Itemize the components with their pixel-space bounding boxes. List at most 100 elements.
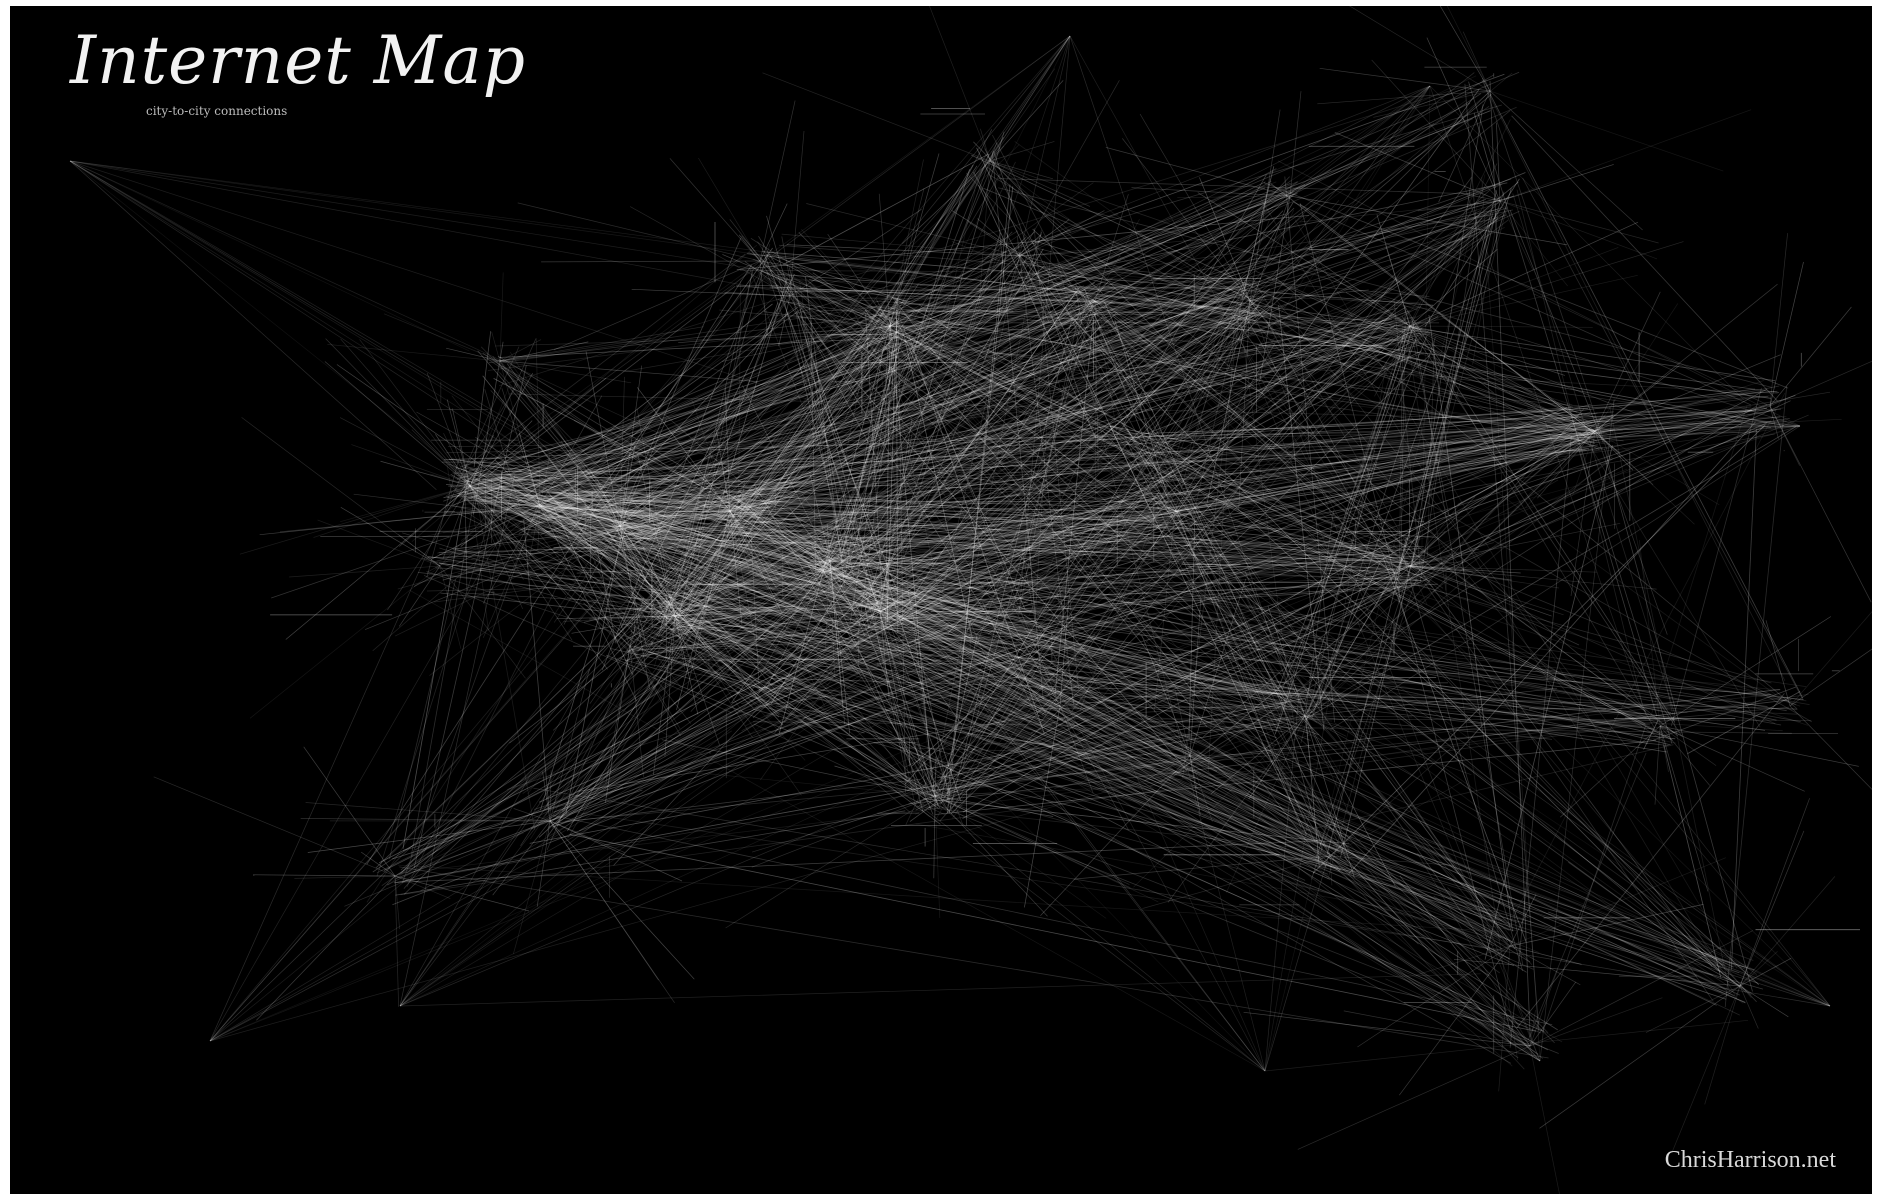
connection-line xyxy=(1594,430,1654,486)
connection-line xyxy=(448,458,1393,548)
connection-line xyxy=(655,180,1292,653)
connection-line xyxy=(569,302,1244,528)
connection-line xyxy=(394,875,530,912)
connection-line xyxy=(469,420,533,487)
connection-line xyxy=(674,585,730,617)
connection-line xyxy=(1147,515,1500,937)
connection-line xyxy=(666,520,732,607)
connection-line xyxy=(1334,722,1729,987)
connection-line xyxy=(686,282,1241,618)
connection-line xyxy=(770,248,1044,705)
connection-line xyxy=(563,525,621,625)
connection-line xyxy=(1268,874,1511,947)
connection-line xyxy=(1075,715,1502,938)
connection-line xyxy=(1318,191,1505,706)
connection-line xyxy=(376,480,1164,874)
connection-line xyxy=(884,347,1758,975)
connection-line xyxy=(752,598,882,719)
connection-line xyxy=(877,290,1078,315)
connection-line xyxy=(1409,325,1566,376)
connection-line xyxy=(632,507,742,535)
connection-line xyxy=(868,548,1421,597)
connection-line xyxy=(839,520,1188,580)
connection-line xyxy=(752,721,1792,734)
connection-line xyxy=(945,776,1355,873)
connection-line xyxy=(740,504,1502,922)
connection-line xyxy=(1568,861,1741,987)
connection-line xyxy=(653,554,881,612)
connection-line xyxy=(1769,360,1872,407)
connection-line xyxy=(780,286,1240,292)
connection-line xyxy=(893,297,1403,578)
connection-line xyxy=(536,525,621,578)
connection-line xyxy=(1020,543,1036,622)
connection-line xyxy=(745,518,1155,727)
connection-line xyxy=(889,325,1020,411)
connection-line xyxy=(969,620,1099,695)
connection-line xyxy=(1071,177,1472,712)
connection-line xyxy=(1482,77,1611,459)
connection-line xyxy=(1594,354,1781,432)
connection-line xyxy=(748,500,1071,710)
connection-line xyxy=(777,272,847,557)
connection-line xyxy=(693,634,1172,785)
connection-line xyxy=(399,548,1174,1007)
connection-line xyxy=(535,338,541,507)
credit-link[interactable]: ChrisHarrison.net xyxy=(1664,1147,1836,1173)
connection-line xyxy=(1047,425,1111,436)
connection-line xyxy=(613,705,761,866)
connection-line xyxy=(630,509,1782,726)
connection-line xyxy=(879,610,1108,687)
connection-line xyxy=(69,160,437,490)
connection-line xyxy=(606,522,1289,729)
connection-line xyxy=(549,502,1018,647)
connection-line xyxy=(889,325,991,334)
connection-line xyxy=(530,525,621,534)
connection-line xyxy=(849,571,1277,739)
connection-line xyxy=(908,716,936,797)
connection-line xyxy=(553,458,1567,813)
connection-line xyxy=(892,307,1406,610)
connection-line xyxy=(551,283,1252,489)
connection-line xyxy=(674,433,797,617)
connection-line xyxy=(754,564,881,612)
connection-line xyxy=(1076,300,1096,329)
connection-line xyxy=(209,347,929,1042)
connection-line xyxy=(539,467,723,507)
connection-line xyxy=(874,617,916,807)
connection-line xyxy=(674,600,724,617)
connection-line xyxy=(1249,228,1469,302)
connection-line xyxy=(1529,981,1577,1047)
connection-line xyxy=(897,556,1418,626)
connection-line xyxy=(539,505,638,702)
connection-line xyxy=(535,181,1298,514)
connection-line xyxy=(494,495,939,809)
connection-line xyxy=(605,645,631,803)
connection-line xyxy=(1374,325,1411,397)
connection-line xyxy=(759,100,796,262)
connection-line xyxy=(721,460,731,512)
connection-line xyxy=(1019,311,1080,609)
connection-line xyxy=(1244,595,1306,717)
connection-line xyxy=(340,485,471,523)
connection-line xyxy=(643,506,1746,1004)
connection-line xyxy=(619,537,834,544)
connection-line xyxy=(809,284,1043,647)
connection-line xyxy=(934,795,941,919)
connection-line xyxy=(1385,978,1531,1047)
connection-line xyxy=(873,519,1179,597)
connection-line xyxy=(805,541,890,606)
connection-line xyxy=(488,286,1113,363)
connection-line xyxy=(689,559,827,634)
connection-line xyxy=(634,144,1020,508)
connection-line xyxy=(620,274,795,629)
connection-line xyxy=(934,795,1130,885)
connection-line xyxy=(629,492,816,647)
connection-line xyxy=(729,488,925,512)
connection-line xyxy=(461,479,1163,487)
connection-line xyxy=(553,315,1249,523)
connection-line xyxy=(413,328,902,587)
connection-line xyxy=(729,474,766,512)
connection-line xyxy=(1174,342,1276,512)
connection-line xyxy=(879,610,963,726)
